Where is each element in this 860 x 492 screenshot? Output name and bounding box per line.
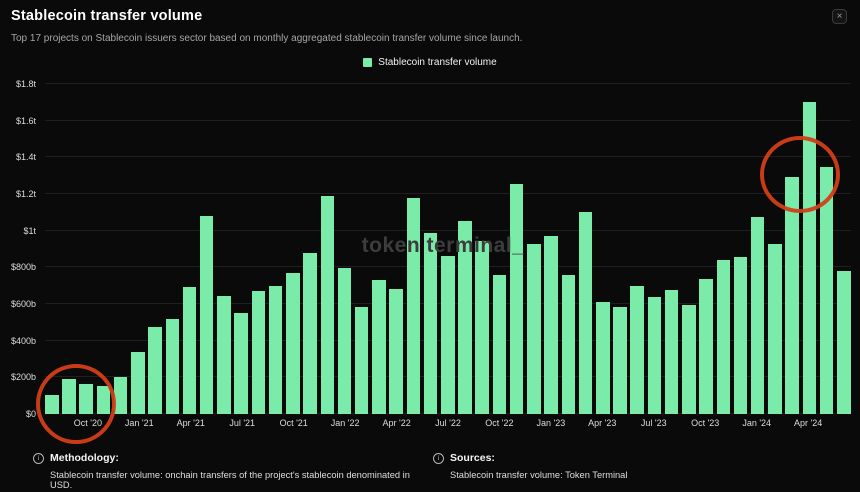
bar[interactable]	[320, 195, 334, 414]
y-tick-label: $200b	[10, 372, 36, 383]
bar[interactable]	[337, 268, 352, 414]
bar[interactable]	[819, 167, 834, 414]
bar[interactable]	[389, 289, 403, 414]
x-tick-label: Jan '23	[536, 418, 566, 428]
x-tick-label: Jul '22	[435, 418, 461, 428]
bars	[45, 84, 851, 414]
bar[interactable]	[423, 233, 438, 414]
bar[interactable]	[492, 274, 507, 414]
x-tick-label: Oct '21	[279, 418, 308, 428]
x-tick-label: Jan '22	[330, 418, 360, 428]
bar[interactable]	[234, 313, 248, 414]
legend-item-stablecoin-transfer-volume[interactable]: Stablecoin transfer volume	[363, 57, 497, 68]
bar[interactable]	[165, 318, 180, 414]
bar[interactable]	[62, 379, 76, 414]
bar[interactable]	[613, 306, 627, 414]
bar[interactable]	[837, 271, 851, 414]
y-tick-label: $0	[25, 409, 36, 419]
bar[interactable]	[578, 212, 593, 414]
methodology-block: i Methodology: Stablecoin transfer volum…	[33, 452, 433, 490]
bar[interactable]	[406, 197, 421, 414]
bar[interactable]	[475, 240, 489, 414]
y-tick-label: $1.4t	[15, 152, 36, 163]
bar[interactable]	[802, 102, 817, 414]
bar[interactable]	[750, 216, 765, 414]
x-tick-label: Jan '24	[742, 418, 772, 428]
page-subtitle: Top 17 projects on Stablecoin issuers se…	[11, 33, 523, 44]
bar-chart: $0 $200b $400b $600b $800b $1t $1.2t $1.4t $1.6t…	[10, 79, 851, 444]
y-tick-label: $1.6t	[15, 115, 36, 126]
bar[interactable]	[682, 304, 696, 414]
bar[interactable]	[785, 176, 799, 414]
bar[interactable]	[268, 285, 283, 414]
x-tick-label: Jul '23	[640, 418, 667, 428]
bar[interactable]	[441, 256, 455, 414]
plot-area	[45, 83, 851, 414]
info-icon: i	[33, 452, 44, 464]
bar[interactable]	[251, 291, 266, 414]
bar[interactable]	[527, 243, 541, 414]
bar[interactable]	[699, 279, 713, 414]
bar[interactable]	[716, 260, 731, 414]
gridline	[45, 119, 851, 121]
bar[interactable]	[303, 252, 317, 414]
sources-text: Stablecoin transfer volume: Token Termin…	[450, 470, 628, 480]
y-tick-label: $600b	[10, 299, 36, 309]
legend: Stablecoin transfer volume	[0, 57, 860, 68]
info-icon: i	[433, 452, 444, 464]
bar[interactable]	[217, 295, 231, 414]
legend-label: Stablecoin transfer volume	[378, 57, 497, 68]
bar[interactable]	[561, 274, 576, 414]
sources-heading: Sources:	[450, 452, 495, 464]
gridline	[45, 193, 851, 194]
bar[interactable]	[199, 216, 214, 414]
bar[interactable]	[509, 183, 524, 414]
bar[interactable]	[664, 290, 679, 414]
bar[interactable]	[113, 377, 128, 414]
bar[interactable]	[96, 385, 111, 414]
y-tick-label: $800b	[10, 262, 36, 273]
x-tick-label: Apr '23	[588, 418, 617, 428]
legend-swatch-icon	[363, 58, 373, 67]
y-tick-label: $1.2t	[15, 189, 36, 199]
bar[interactable]	[768, 244, 782, 414]
x-tick-label: Apr '22	[382, 418, 411, 428]
close-icon: ×	[836, 11, 843, 22]
x-tick-label: Oct '20	[73, 418, 103, 428]
bar[interactable]	[45, 394, 59, 414]
bar[interactable]	[79, 383, 93, 414]
x-tick-label: Jul '21	[229, 418, 256, 428]
y-tick-label: $400b	[10, 335, 36, 346]
gridline	[45, 156, 851, 158]
bar[interactable]	[733, 257, 748, 414]
y-tick-label: $1.8t	[15, 79, 36, 89]
gridline	[45, 83, 851, 84]
x-tick-label: Apr '21	[176, 418, 205, 428]
x-tick-label: Jan '21	[124, 418, 154, 428]
page-title: Stablecoin transfer volume	[11, 8, 203, 24]
bar[interactable]	[630, 285, 644, 414]
gridline	[45, 229, 851, 231]
x-tick-label: Oct '22	[485, 418, 514, 428]
bar[interactable]	[286, 272, 300, 414]
x-tick-label: Oct '23	[691, 418, 720, 428]
y-tick-label: $1t	[23, 225, 36, 236]
bar[interactable]	[148, 326, 162, 414]
bar[interactable]	[372, 280, 386, 414]
bar[interactable]	[596, 302, 610, 414]
bar[interactable]	[182, 286, 197, 414]
x-tick-label: Apr '24	[793, 418, 823, 428]
bar[interactable]	[354, 306, 369, 414]
methodology-heading: Methodology:	[50, 452, 119, 464]
methodology-text: Stablecoin transfer volume: onchain tran…	[50, 470, 410, 490]
bar[interactable]	[647, 296, 662, 414]
sources-block: i Sources: Stablecoin transfer volume: T…	[433, 452, 833, 480]
close-button[interactable]: ×	[832, 9, 847, 24]
bar[interactable]	[131, 351, 145, 414]
bar[interactable]	[458, 220, 472, 414]
bar[interactable]	[544, 236, 558, 414]
